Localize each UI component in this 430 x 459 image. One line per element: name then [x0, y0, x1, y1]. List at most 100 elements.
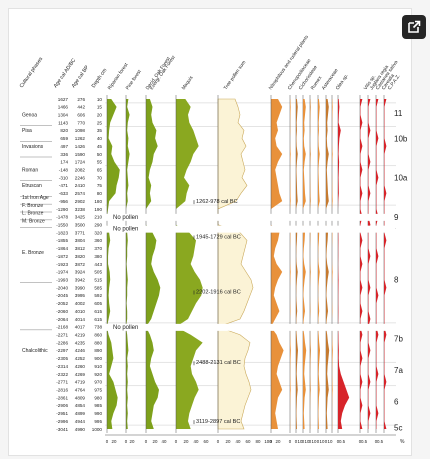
depth-cell: 443 — [94, 262, 102, 267]
depth-cell: 585 — [94, 285, 102, 290]
depth-cell: 50 — [97, 152, 103, 157]
taxon-header-label: Maquis — [181, 75, 195, 92]
age-ad-bc-cell: 1627 — [58, 97, 69, 102]
olea-profile — [338, 99, 350, 429]
zone-label: 7b — [394, 335, 403, 344]
depth-cell: 605 — [94, 301, 102, 306]
taxon-header-label: Evergr. Oak Forest — [149, 54, 177, 91]
depth-cell: 210 — [94, 215, 102, 220]
age-bp-cell: 4944 — [75, 419, 86, 424]
x-tick-label: 10 — [298, 439, 303, 444]
x-tick-label: 0 — [289, 439, 292, 444]
zone-label: 10b — [394, 134, 408, 143]
age-ad-bc-cell: -2060 — [56, 309, 68, 314]
x-tick-label: 20 — [153, 439, 158, 444]
depth-cell: 515 — [94, 278, 102, 283]
age-ad-bc-cell: 659 — [60, 136, 68, 141]
x-tick-label: 10 — [305, 439, 310, 444]
riparian-profile — [107, 99, 120, 429]
depth-cell: 890 — [94, 348, 102, 353]
depth-cell: 65 — [97, 168, 103, 173]
age-bp-cell: 2246 — [75, 175, 86, 180]
herb-taxon-profile — [303, 99, 307, 429]
age-bp-cell: 3924 — [75, 270, 86, 275]
age-ad-bc-cell: -1993 — [56, 278, 68, 283]
x-tick-label: 0.5 — [339, 439, 346, 444]
age-bp-cell: 1590 — [75, 152, 86, 157]
age-bp-cell: 2410 — [75, 183, 86, 188]
depth-cell: 10 — [97, 97, 103, 102]
age-ad-bc-cell: -2040 — [56, 285, 68, 290]
zone-label: 8 — [394, 276, 399, 285]
age-ad-bc-cell: 497 — [60, 144, 68, 149]
age-bp-cell: 1098 — [75, 128, 86, 133]
x-tick-label: 20 — [276, 439, 281, 444]
age-bp-cell: 3995 — [75, 293, 86, 298]
depth-cell: 180 — [94, 199, 102, 204]
age-ad-bc-cell: -956 — [59, 199, 69, 204]
age-ad-bc-cell: -2996 — [56, 419, 68, 424]
cultural-phase-label: 1st Iron Age — [22, 195, 49, 201]
depth-cell: 80 — [97, 191, 103, 196]
herb-taxon-profile — [318, 99, 320, 429]
herb-taxon-profile — [326, 99, 330, 429]
age-bp-cell: 4002 — [75, 301, 86, 306]
herb-taxon-profile — [332, 99, 333, 429]
x-tick-label: 40 — [236, 439, 241, 444]
x-tick-label: 0 — [106, 439, 109, 444]
age-bp-cell: 1262 — [75, 136, 86, 141]
age-ad-bc-cell: -1864 — [56, 246, 68, 251]
x-tick-label: 0 — [375, 439, 378, 444]
taxon-header-label: Tree pollen sum — [223, 60, 248, 91]
depth-cell: 615 — [94, 317, 102, 322]
age-bp-cell: 442 — [77, 105, 85, 110]
depth-cell: 320 — [94, 230, 102, 235]
age-bp-cell: 2902 — [75, 199, 86, 204]
age-ad-bc-cell: -1855 — [56, 238, 68, 243]
x-tick-label: 0 — [337, 439, 340, 444]
cultural-phase-label: Genoa — [22, 113, 37, 119]
age-ad-bc-cell: -1550 — [56, 223, 68, 228]
taxon-header-label: Olea sp. — [335, 73, 350, 91]
age-ad-bc-cell: 1143 — [58, 120, 68, 125]
age-bp-cell: 1426 — [75, 144, 86, 149]
open-external-button[interactable] — [402, 15, 426, 39]
depth-cell: 35 — [97, 128, 103, 133]
age-bp-cell: 3942 — [75, 278, 86, 283]
depth-cell: 880 — [94, 340, 102, 345]
radiocarbon-date-label: 2202-1916 cal BC — [196, 290, 241, 296]
age-ad-bc-cell: -2271 — [56, 333, 68, 338]
depth-cell: 380 — [94, 254, 102, 259]
herb-taxon-profile — [296, 99, 298, 429]
age-ad-bc-cell: 820 — [60, 128, 68, 133]
depth-cell: 15 — [97, 105, 103, 110]
maquis-profile — [176, 99, 203, 429]
zone-label: 10a — [394, 174, 408, 183]
cultural-phase-label: Invasions — [22, 144, 44, 150]
depth-cell: 738 — [94, 325, 102, 330]
x-tick-label: 0 — [359, 439, 362, 444]
zone-label: 7a — [394, 366, 403, 375]
age-bp-cell: 4017 — [75, 325, 86, 330]
age-ad-bc-cell: -2052 — [56, 301, 68, 306]
age-bp-cell: 4719 — [75, 380, 86, 385]
age-bp-cell: 4252 — [75, 356, 86, 361]
radiocarbon-date-label: 2488-2131 cal BC — [196, 360, 241, 366]
age-ad-bc-cell: -2322 — [56, 372, 68, 377]
taxon-header-label: Pine forest — [125, 68, 143, 91]
depth-cell: 505 — [94, 270, 102, 275]
age-ad-bc-cell: 174 — [60, 160, 68, 165]
age-ad-bc-cell: -2168 — [56, 325, 68, 330]
depth-cell: 25 — [97, 120, 103, 125]
zone-label: 9 — [394, 213, 399, 222]
herb-taxon-profile — [290, 99, 291, 429]
age-ad-bc-cell: -2314 — [56, 364, 68, 369]
depth-cell: 985 — [94, 403, 102, 408]
trace-taxon-profile — [360, 99, 363, 429]
age-ad-bc-cell: -2951 — [56, 411, 68, 416]
age-ad-bc-cell: -2816 — [56, 388, 68, 393]
trace-taxon-profile — [384, 99, 387, 429]
age-bp-cell: 2574 — [75, 191, 86, 196]
age-bp-cell: 4235 — [75, 340, 86, 345]
left-header-label: Age cal BP — [71, 64, 91, 89]
